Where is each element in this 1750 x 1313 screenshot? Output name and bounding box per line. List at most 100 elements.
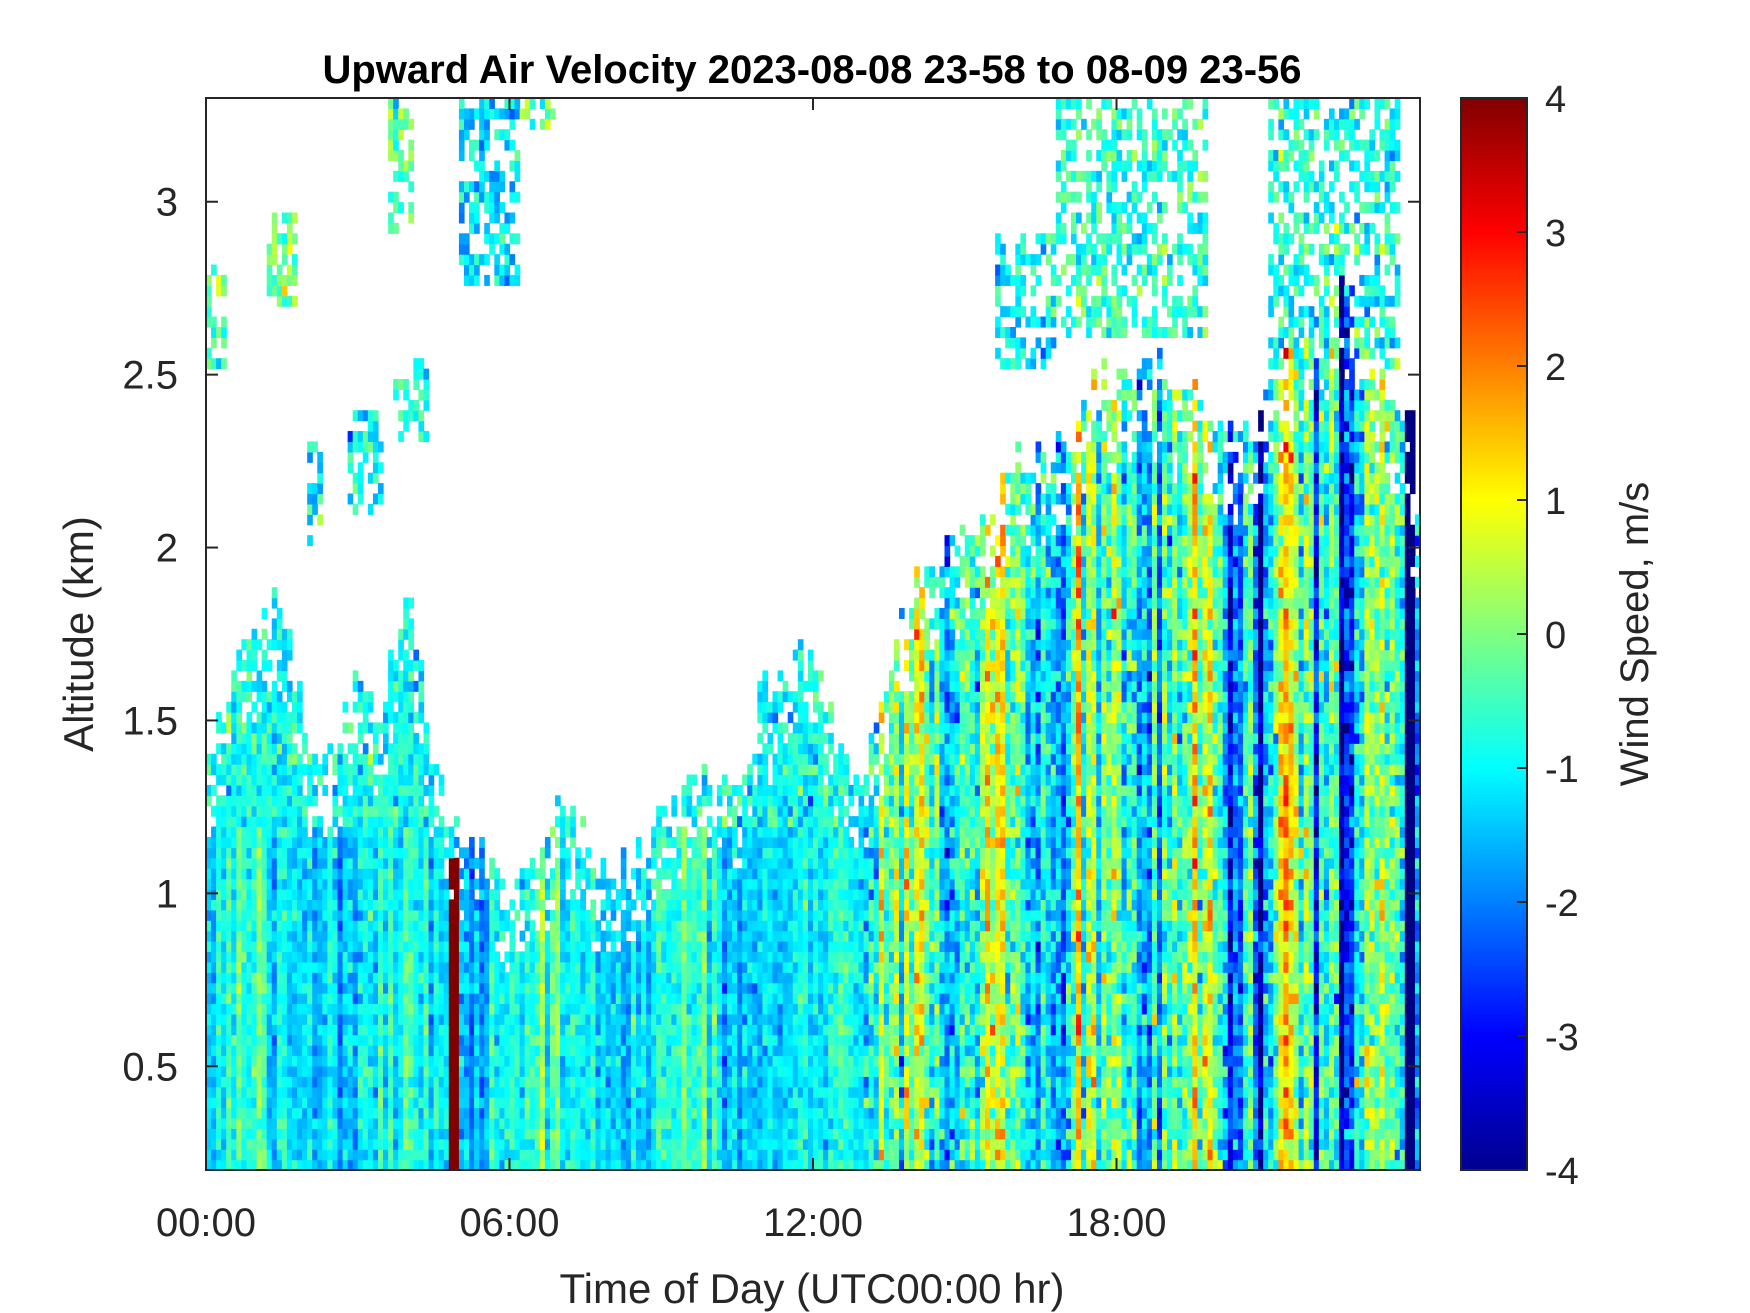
heatmap-cell [772,847,779,859]
heatmap-cell [216,972,222,984]
heatmap-cell [388,1013,394,1025]
heatmap-cell [372,1013,379,1025]
heatmap-cell [317,483,323,495]
heatmap-cell [711,1159,718,1171]
heatmap-cell [206,961,212,973]
heatmap-cell [782,899,789,911]
heatmap-cell [641,1003,647,1015]
heatmap-cell [681,1024,688,1036]
heatmap-cell [388,972,394,984]
heatmap-cell [782,972,789,984]
heatmap-cell [666,1045,672,1057]
heatmap-cell [281,743,288,755]
heatmap-cell [681,1159,688,1171]
heatmap-cell [686,795,693,807]
heatmap-cell [519,951,526,963]
heatmap-cell [281,1086,288,1098]
heatmap-cell [782,868,789,880]
heatmap-cell [408,795,414,807]
heatmap-cell [651,1097,657,1109]
heatmap-cell [286,1097,293,1109]
heatmap-cell [469,202,475,214]
heatmap-cell [469,274,475,286]
heatmap-cell [802,868,809,880]
heatmap-cell [418,1013,425,1025]
heatmap-cell [297,826,303,838]
heatmap-cell [458,118,465,130]
heatmap-cell [469,1024,475,1036]
heatmap-cell [423,972,430,984]
heatmap-cell [605,1045,612,1057]
heatmap-cell [828,1149,834,1161]
heatmap-cell [534,1076,541,1088]
heatmap-cell [610,1138,617,1150]
heatmap-cell [286,1003,293,1015]
heatmap-cell [585,1003,592,1015]
heatmap-cell [560,888,566,900]
heatmap-cell [641,1097,647,1109]
heatmap-cell [676,982,683,994]
heatmap-cell [367,503,374,515]
heatmap-cell [489,1117,495,1129]
heatmap-cell [544,1055,551,1067]
heatmap-cell [742,1076,748,1088]
heatmap-cell [251,1149,258,1161]
heatmap-cell [772,1065,779,1077]
heatmap-cell [782,1024,789,1036]
heatmap-cell [231,1086,237,1098]
heatmap-cell [489,1097,495,1109]
heatmap-cell [393,930,399,942]
heatmap-cell [226,1024,232,1036]
heatmap-cell [281,274,288,286]
heatmap-cell [236,826,243,838]
heatmap-cell [676,961,683,973]
heatmap-cell [625,1117,632,1129]
heatmap-cell [286,868,293,880]
heatmap-cell [605,930,612,942]
heatmap-cell [271,254,278,266]
heatmap-cell [226,826,232,838]
heatmap-cell [772,941,779,953]
heatmap-cell [413,1055,420,1067]
heatmap-cell [226,1055,232,1067]
heatmap-cell [701,1086,708,1098]
heatmap-cell [206,836,212,848]
heatmap-cell [398,431,404,443]
heatmap-cell [393,1003,399,1015]
heatmap-cell [752,1024,758,1036]
heatmap-cell [802,1138,809,1150]
heatmap-cell [246,764,253,776]
heatmap-cell [641,1065,647,1077]
heatmap-cell [691,1117,698,1129]
heatmap-cell [458,129,465,141]
heatmap-cell [297,930,303,942]
heatmap-cell [701,857,708,869]
heatmap-cell [716,1107,723,1119]
heatmap-cell [372,941,379,953]
heatmap-cell [251,1097,258,1109]
heatmap-cell [236,649,243,661]
heatmap-cell [499,1117,506,1129]
heatmap-cell [297,753,303,765]
heatmap-cell [777,1128,784,1140]
heatmap-cell [221,982,227,994]
heatmap-cell [630,1097,637,1109]
heatmap-cell [453,1138,460,1150]
heatmap-cell [529,1138,536,1150]
heatmap-cell [403,597,409,609]
heatmap-cell [256,951,263,963]
heatmap-cell [438,1055,445,1067]
heatmap-cell [428,784,435,796]
heatmap-cell [307,972,313,984]
heatmap-cell [251,941,258,953]
heatmap-cell [438,1076,445,1088]
heatmap-cell [317,868,323,880]
heatmap-cell [777,941,784,953]
heatmap-cell [696,1128,703,1140]
heatmap-cell [787,712,794,724]
heatmap-cell [752,857,758,869]
heatmap-cell [226,847,232,859]
heatmap-cell [337,857,344,869]
heatmap-cell [737,888,743,900]
heatmap-cell [246,1149,253,1161]
